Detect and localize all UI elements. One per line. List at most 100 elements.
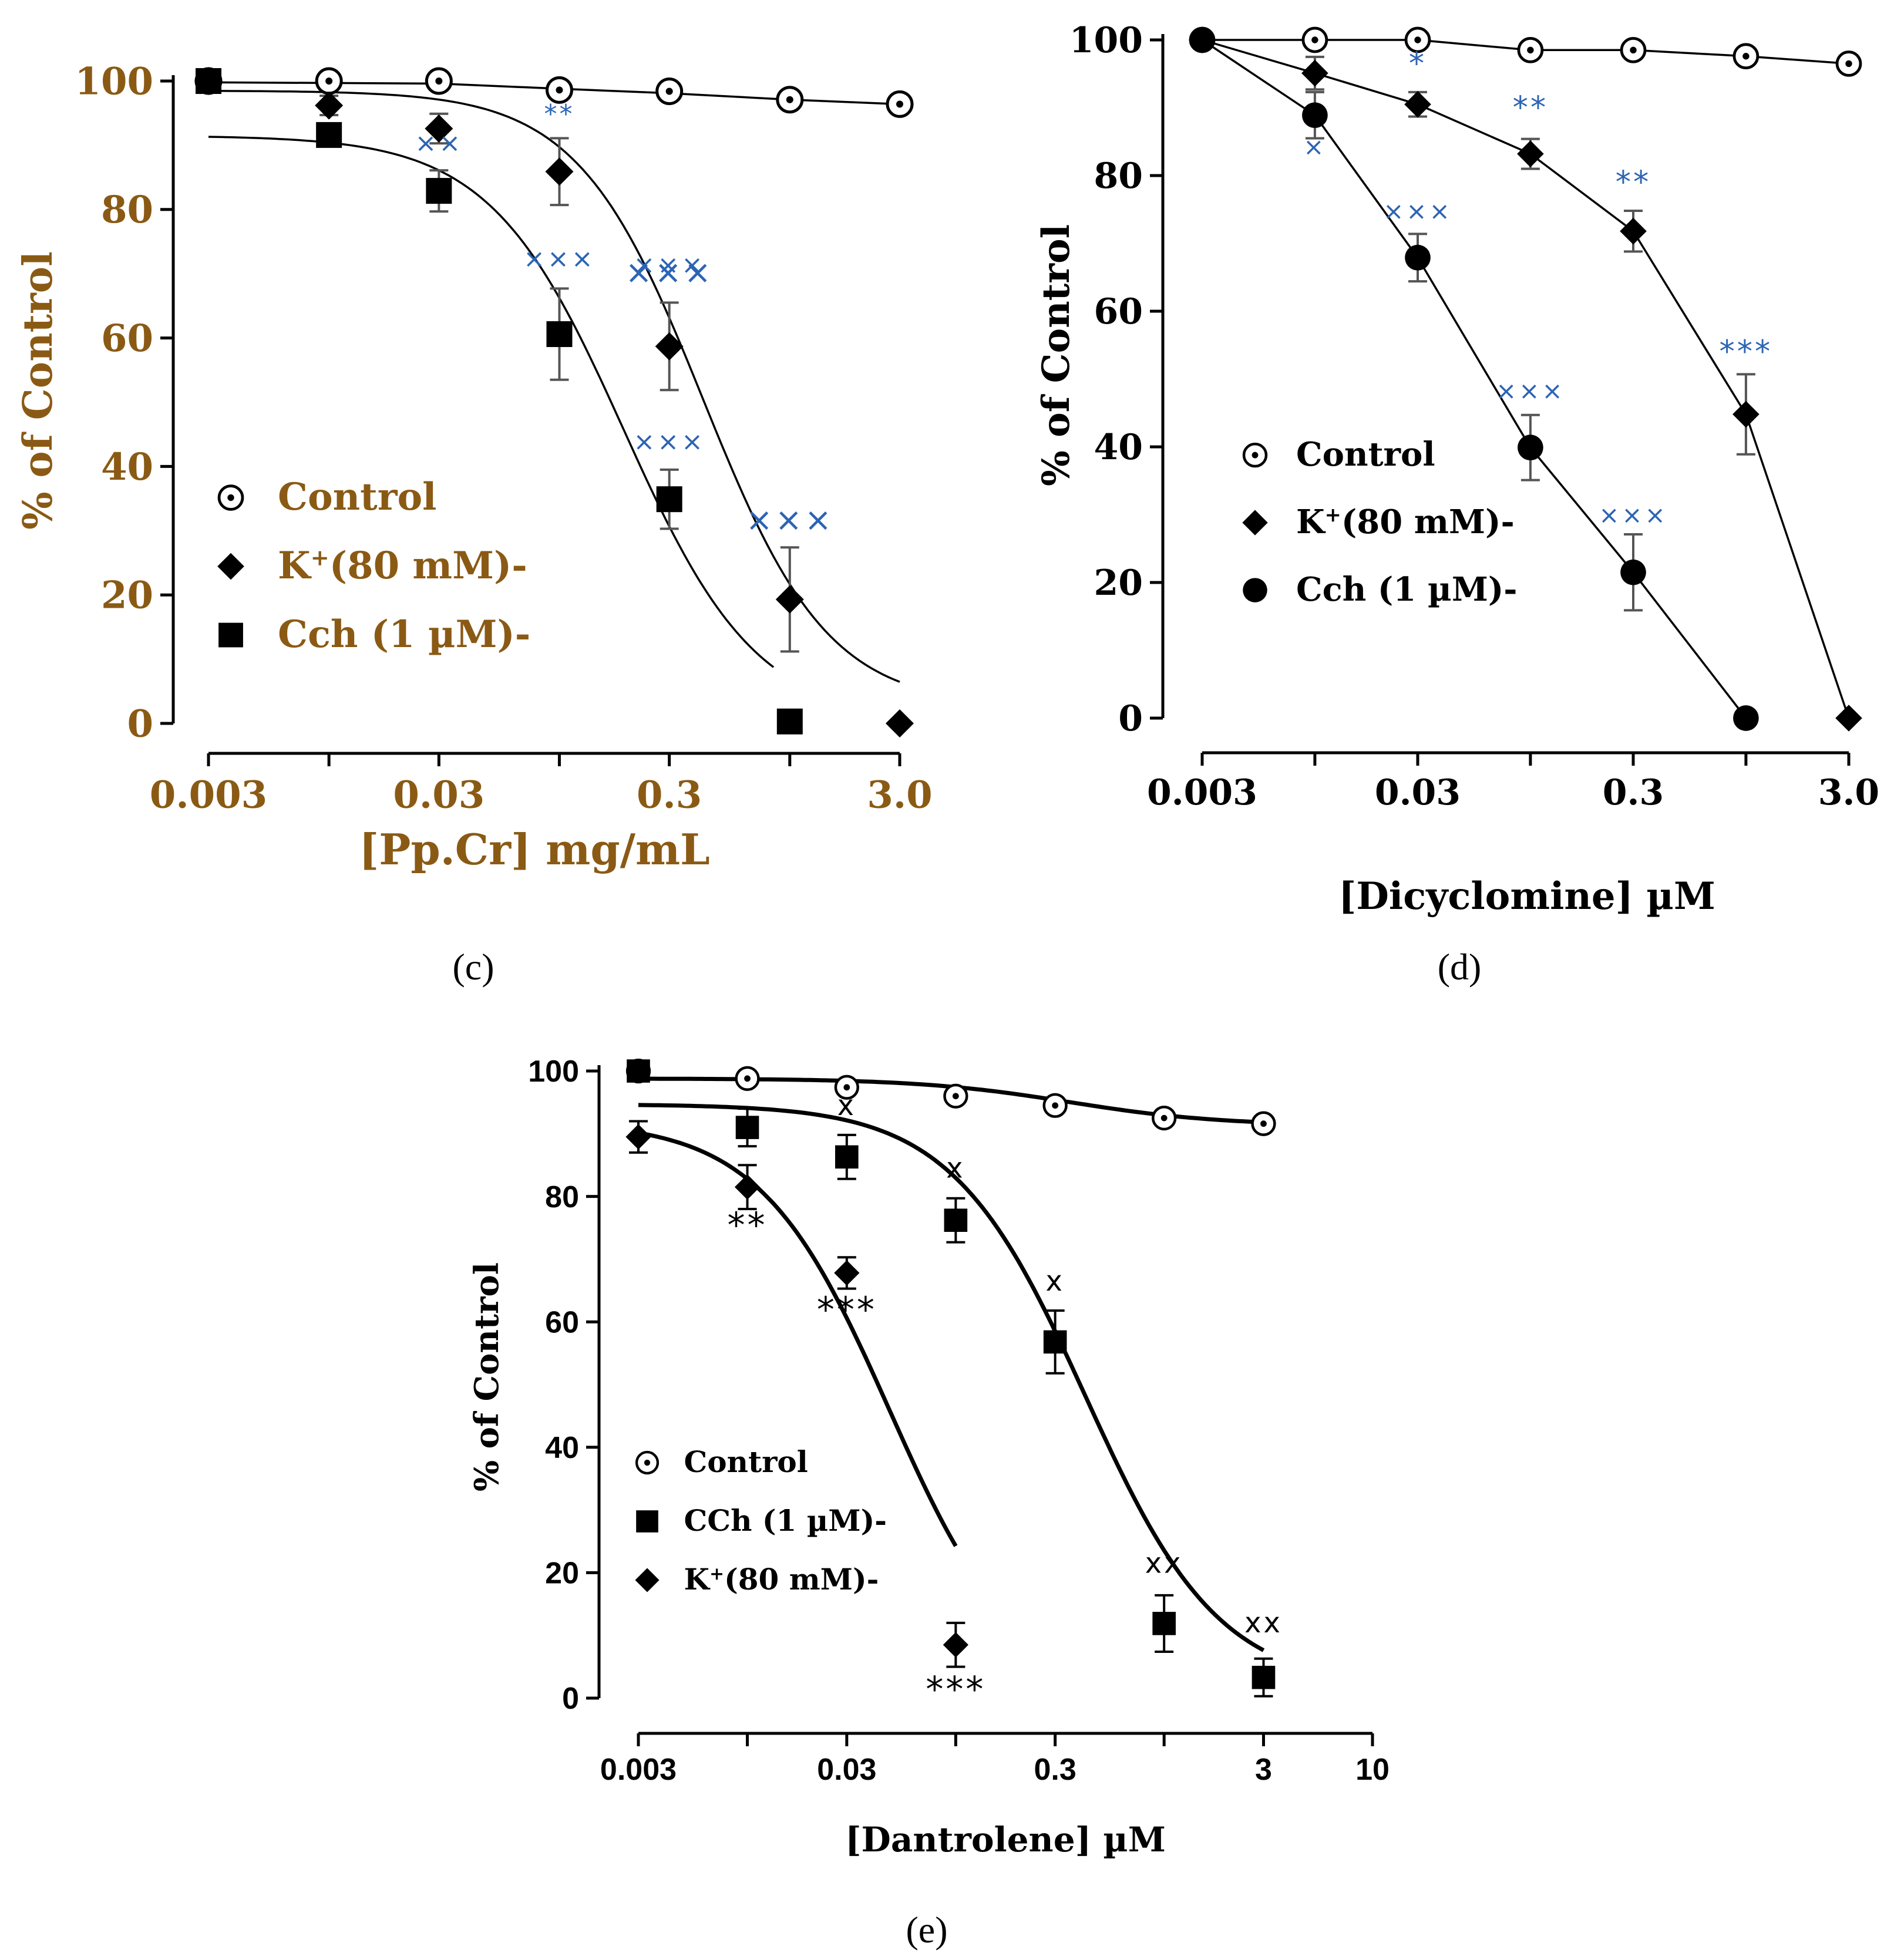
chart-d-significance-label: ××× bbox=[1383, 197, 1452, 225]
chart-e-legend-marker bbox=[635, 1568, 660, 1592]
chart-c-data-point-2 bbox=[656, 486, 682, 513]
chart-d-significance-label: ** bbox=[1616, 164, 1651, 200]
chart-d-legend-marker bbox=[1242, 510, 1268, 536]
chart-c-x-tick-label: 0.3 bbox=[637, 773, 702, 817]
chart-c-data-point-0 bbox=[315, 67, 343, 95]
chart-d-data-point-0 bbox=[1732, 43, 1760, 70]
chart-d-data-point-2 bbox=[1405, 244, 1431, 271]
chart-c-legend-marker bbox=[217, 484, 244, 511]
chart-e-data-point-2 bbox=[625, 1124, 651, 1150]
chart-d-legend-marker bbox=[1242, 442, 1268, 468]
chart-c-axes: 0 20 40 60 80 100 0.003 0.03 0.3 3.0 bbox=[75, 59, 932, 817]
chart-e-data-point-0 bbox=[1251, 1111, 1276, 1136]
chart-d-ylabel: % of Control bbox=[1034, 224, 1078, 486]
chart-c-xlabel: [Pp.Cr] mg/mL bbox=[359, 824, 710, 874]
chart-d-data-point-2 bbox=[1302, 102, 1328, 129]
chart-e-y-tick-label: 20 bbox=[545, 1557, 579, 1591]
chart-e-data-point-1 bbox=[735, 1116, 759, 1139]
chart-e-xlabel: [Dantrolene] µM bbox=[845, 1820, 1166, 1860]
chart-c-data-point-2 bbox=[776, 708, 803, 735]
chart-e-data-point-0 bbox=[1042, 1093, 1068, 1118]
chart-d-x-tick-label: 0.03 bbox=[1375, 772, 1461, 813]
chart-e-data-point-1 bbox=[1252, 1665, 1276, 1689]
chart-d-significance-label: ××× bbox=[1496, 376, 1565, 405]
chart-d-legend-marker bbox=[1243, 578, 1267, 602]
chart-e-data-point-0 bbox=[1152, 1105, 1177, 1131]
chart-c-data-point-2 bbox=[316, 122, 342, 148]
chart-e-data-point-1 bbox=[627, 1059, 650, 1083]
chart-c-data-point-0 bbox=[425, 67, 453, 95]
chart-e-legend: Control CCh (1 µM)- K+(80 mM)- bbox=[635, 1444, 887, 1597]
chart-d-data-point-0 bbox=[1620, 37, 1647, 63]
chart-c-data-point-0 bbox=[776, 86, 804, 114]
chart-e-significance-label: ** bbox=[728, 1205, 768, 1246]
chart-d-y-tick-label: 20 bbox=[1094, 563, 1143, 604]
chart-d-significance-label: ** bbox=[1513, 90, 1549, 126]
chart-d-significance-label: * bbox=[1409, 46, 1427, 82]
chart-c-y-tick-label: 40 bbox=[101, 445, 153, 489]
chart-c-significance-label: ×× bbox=[415, 128, 463, 158]
chart-c-data-point-0 bbox=[655, 78, 684, 106]
chart-c-legend: Control K+(80 mM)- Cch (1 µM)- bbox=[217, 475, 530, 656]
chart-d-fit-line-2 bbox=[1202, 39, 1747, 719]
chart-d-caption: (d) bbox=[1438, 946, 1482, 988]
chart-c-data-point-1 bbox=[886, 709, 914, 737]
chart-c-fit-line-0 bbox=[208, 81, 900, 106]
chart-e-significance-label: *** bbox=[817, 1289, 877, 1331]
chart-d-significance-label: *** bbox=[1720, 334, 1773, 370]
chart-d-y-tick-label: 0 bbox=[1118, 698, 1143, 739]
chart-d-data-point-1 bbox=[1620, 217, 1647, 245]
chart-d-data-point-2 bbox=[1733, 705, 1759, 731]
chart-d-legend-label: K+(80 mM)- bbox=[1296, 503, 1515, 541]
chart-c-data-point-2 bbox=[196, 68, 221, 94]
chart-d-y-tick-label: 80 bbox=[1094, 156, 1143, 197]
chart-e-data-point-0 bbox=[834, 1075, 859, 1100]
chart-e-legend-marker bbox=[636, 1510, 658, 1533]
chart-d-y-tick-label: 60 bbox=[1094, 291, 1143, 332]
chart-e-legend-label: K+(80 mM)- bbox=[684, 1562, 879, 1597]
chart-e-significance-label: x bbox=[1045, 1265, 1064, 1298]
chart-e-data-point-2 bbox=[834, 1260, 860, 1286]
chart-c-legend-label: K+(80 mM)- bbox=[278, 544, 527, 588]
chart-d-x-tick-label: 0.003 bbox=[1147, 772, 1257, 813]
chart-d-legend-label: Control bbox=[1296, 435, 1435, 474]
chart-c-points bbox=[194, 67, 914, 737]
chart-e-data-point-0 bbox=[735, 1066, 760, 1091]
chart-d-data-point-2 bbox=[1189, 27, 1215, 53]
chart-c-significance-label: ** bbox=[544, 99, 574, 129]
chart-d-x-tick-label: 3.0 bbox=[1818, 772, 1879, 813]
chart-c-caption: (c) bbox=[452, 946, 494, 988]
chart-c-data-point-0 bbox=[545, 76, 573, 104]
chart-e-data-point-1 bbox=[1043, 1330, 1067, 1354]
chart-d-data-point-0 bbox=[1301, 26, 1328, 53]
chart-e-significance-label: x bbox=[946, 1152, 965, 1185]
chart-c-fit-line-2 bbox=[208, 136, 775, 668]
chart-e-significance-label: xx bbox=[1145, 1547, 1183, 1580]
chart-e-y-tick-label: 60 bbox=[545, 1305, 579, 1339]
chart-c-data-point-1 bbox=[655, 332, 684, 361]
chart-e-y-tick-label: 100 bbox=[528, 1055, 579, 1089]
chart-e-significance-label: *** bbox=[926, 1669, 985, 1710]
chart-e-caption: (e) bbox=[906, 1909, 947, 1951]
chart-c-y-tick-label: 20 bbox=[101, 574, 153, 618]
chart-e-legend-label: Control bbox=[684, 1444, 808, 1479]
chart-d-data-point-0 bbox=[1404, 26, 1431, 53]
chart-d-significance-label: ××× bbox=[1599, 501, 1668, 530]
chart-e-significance-label: x bbox=[837, 1089, 856, 1122]
chart-c-data-point-0 bbox=[886, 90, 914, 118]
chart-c-y-tick-label: 80 bbox=[101, 188, 153, 232]
chart-e-x-tick-label: 0.003 bbox=[600, 1753, 677, 1787]
chart-d-points bbox=[1189, 26, 1862, 732]
chart-c-significance-label: ××× bbox=[633, 427, 705, 457]
chart-e-x-tick-label: 10 bbox=[1355, 1753, 1390, 1787]
chart-d-data-point-1 bbox=[1835, 705, 1862, 732]
chart-d-y-tick-label: 40 bbox=[1094, 427, 1143, 468]
chart-e-y-tick-label: 0 bbox=[562, 1682, 579, 1716]
chart-e-y-tick-label: 40 bbox=[545, 1431, 579, 1465]
chart-d-axes: 0 20 40 60 80 100 0.003 0.03 0.3 3.0 bbox=[1069, 20, 1879, 813]
chart-c-legend-label: Cch (1 µM)- bbox=[278, 612, 530, 656]
chart-e-data-point-1 bbox=[944, 1208, 968, 1232]
